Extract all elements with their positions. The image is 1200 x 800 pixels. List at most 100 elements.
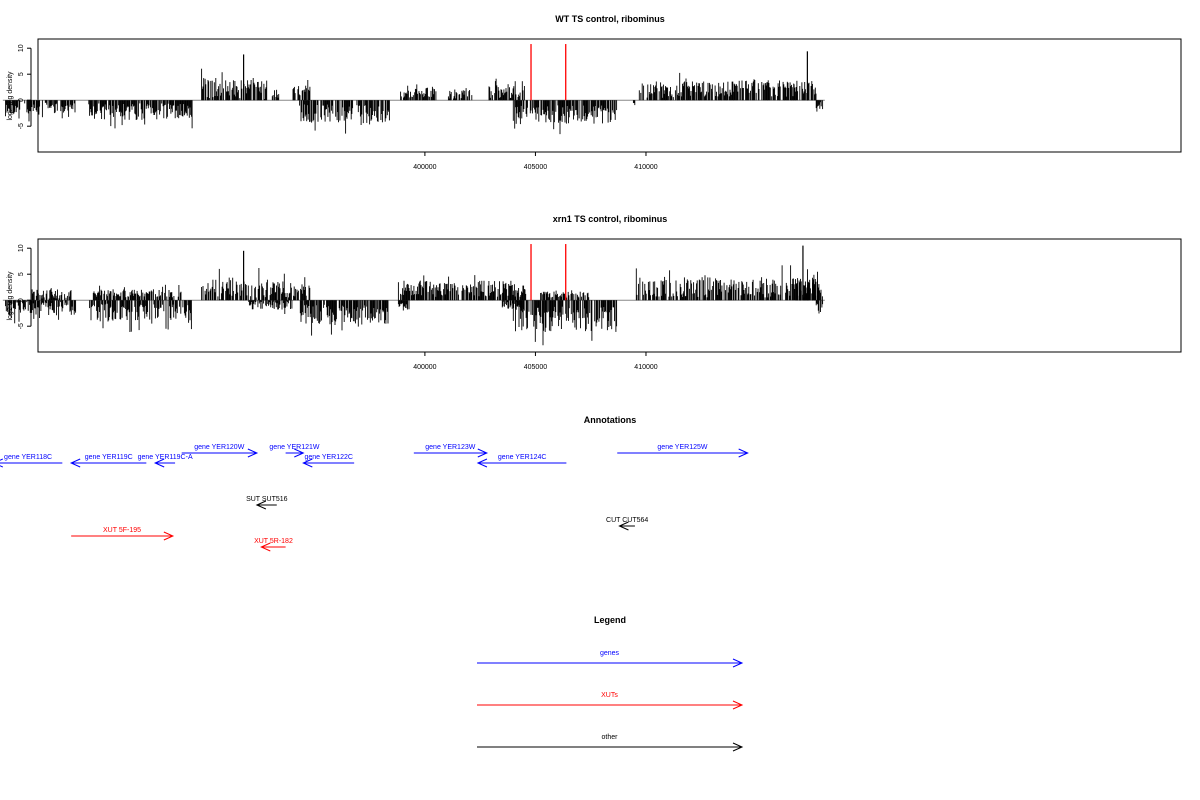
feature-arrow: gene YER124C (476, 454, 567, 468)
bar-segment (447, 88, 473, 101)
feature-label: gene YER124C (498, 454, 547, 461)
arrow-head (618, 521, 629, 531)
arrow-head (732, 700, 744, 710)
panel-xrn1: xrn1 TS control, ribominus log2 tag dens… (2, 214, 1182, 371)
bar-segment (269, 273, 311, 301)
panel-title: WT TS control, ribominus (555, 14, 665, 24)
panel-wt: WT TS control, ribominus log2 tag densit… (2, 14, 1182, 171)
plot-frame (37, 238, 1182, 353)
bar-segment (299, 100, 390, 134)
bar-segment (488, 78, 525, 101)
y-tick-label: 0 (18, 98, 25, 102)
y-tick-label: 10 (18, 44, 25, 52)
annotation-features: gene YER118C gene YER119C gene YER119C-Age… (0, 444, 749, 552)
marker-lines (530, 44, 567, 101)
feature-label: XUT 5F-195 (103, 527, 141, 534)
y-axis-label: log2 tag density (7, 71, 14, 121)
feature-arrow: gene YER122C (302, 454, 355, 468)
arrow-head (260, 542, 271, 552)
bar-segment (60, 100, 76, 119)
feature-arrow: gene YER118C (0, 454, 63, 468)
bar-segment (248, 300, 293, 314)
y-tick-label: 0 (18, 298, 25, 302)
bar-segment (89, 300, 192, 332)
bar-segment (793, 245, 819, 301)
bar-segment (638, 72, 713, 101)
bar-segment (397, 300, 410, 311)
legend-label: XUTs (601, 692, 618, 699)
bar-segment (92, 284, 182, 301)
x-tick-label: 405000 (524, 164, 547, 171)
bar-segment (201, 250, 268, 301)
arrow-head (163, 531, 175, 541)
arrow-head (302, 458, 313, 468)
feature-arrow: gene YER125W (617, 444, 749, 458)
feature-label: gene YER120W (194, 444, 244, 451)
arrow-head (69, 458, 81, 468)
bar-segment (397, 275, 527, 301)
legend-item: genes (477, 650, 744, 668)
arrow-head (477, 448, 489, 458)
feature-label: gene YER118C (4, 454, 52, 461)
bar-segment (271, 89, 280, 101)
legend-items: genes XUTs other (477, 650, 744, 752)
bar-segment (24, 100, 41, 122)
y-tick-label: 5 (18, 72, 25, 76)
arrow-head (255, 500, 267, 510)
legend: Legend genes XUTs other (477, 615, 744, 752)
bar-segment (201, 54, 268, 101)
x-tick-label: 405000 (524, 364, 547, 371)
bar-segment (793, 51, 817, 101)
x-tick-label: 400000 (413, 164, 436, 171)
bar-segment (540, 290, 590, 301)
bar-segment (632, 100, 636, 106)
annotations-title: Annotations (584, 415, 637, 425)
y-tick-label: -5 (18, 323, 25, 329)
feature-arrow: XUT 5R-182 (254, 538, 293, 552)
arrow-head (732, 742, 744, 752)
feature-label: gene YER123W (425, 444, 475, 451)
bar-segment (635, 265, 823, 301)
legend-item: other (477, 734, 744, 752)
arrow-head (247, 448, 259, 458)
bar-segment (711, 79, 795, 101)
bar-segment (815, 300, 824, 314)
legend-item: XUTs (477, 692, 744, 710)
x-axis: 400000 405000 410000 (413, 351, 658, 371)
feature-label: gene YER121W (269, 444, 319, 451)
feature-label: SUT SUT516 (246, 496, 288, 503)
feature-arrow: gene YER121W (269, 444, 320, 458)
panel-title: xrn1 TS control, ribominus (553, 214, 668, 224)
arrow-head (732, 658, 744, 668)
feature-label: gene YER122C (304, 454, 353, 461)
y-axis: -5 0 5 10 (18, 244, 32, 329)
arrow-head (294, 448, 305, 458)
bars-series (2, 245, 825, 346)
bar-segment (41, 100, 58, 118)
bar-segment (512, 100, 618, 135)
feature-arrow: gene YER120W (181, 444, 259, 458)
arrow-head (738, 448, 749, 458)
feature-label: gene YER125W (657, 444, 707, 451)
bar-segment (292, 80, 311, 101)
feature-arrow: gene YER119C-A (138, 454, 193, 468)
y-tick-label: -5 (18, 123, 25, 129)
feature-arrow: gene YER123W (413, 444, 489, 458)
feature-arrow: SUT SUT516 (246, 496, 288, 510)
legend-label: other (602, 734, 619, 741)
x-tick-label: 410000 (634, 164, 657, 171)
feature-label: CUT CUT564 (606, 517, 648, 524)
bar-segment (400, 84, 437, 101)
feature-arrow: XUT 5F-195 (71, 527, 175, 541)
marker-lines (530, 244, 567, 301)
legend-label: genes (600, 650, 620, 657)
x-axis: 400000 405000 410000 (413, 151, 658, 171)
bar-segment (88, 100, 193, 129)
y-tick-label: 5 (18, 272, 25, 276)
bar-segment (512, 300, 618, 346)
feature-label: gene YER119C (85, 454, 133, 461)
y-tick-label: 10 (18, 244, 25, 252)
plot-frame (37, 38, 1182, 153)
feature-label: XUT 5R-182 (254, 538, 293, 545)
